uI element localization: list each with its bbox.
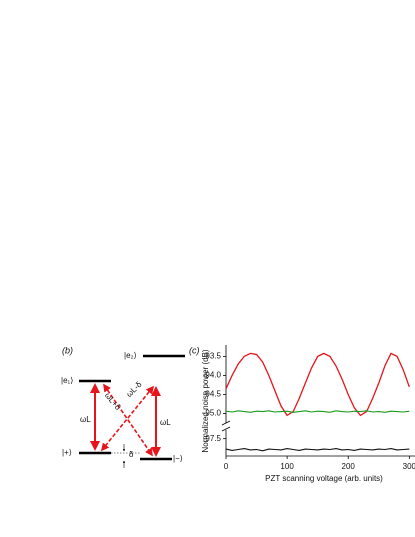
x-axis-label: PZT scanning voltage (arb. units) [265, 474, 383, 483]
data-line [225, 410, 410, 413]
axis-break [221, 420, 231, 426]
level-label: |−⟩ [173, 454, 183, 463]
transition-label: ωL-δ [125, 380, 144, 399]
data-line [225, 352, 410, 417]
level-label: |e₁⟩ [61, 376, 73, 385]
transition-label: ωL+δ [103, 391, 123, 412]
level-label: |e₂⟩ [124, 351, 137, 360]
y-tick-label: -93.5 [203, 352, 222, 361]
data-line [225, 448, 410, 452]
y-tick-label: -94.0 [203, 371, 222, 380]
axis-break [221, 426, 231, 432]
level-label: |+⟩ [62, 448, 72, 457]
x-tick-label: 0 [224, 462, 229, 471]
y-tick-label: -95.0 [203, 409, 222, 418]
arrow [100, 385, 155, 452]
transition-label: ωL [160, 418, 171, 427]
splitting-label: δ [129, 450, 134, 459]
y-tick-label: -94.5 [203, 390, 222, 399]
noise-chart: (c) Normalized noise power (dB) PZT scan… [189, 345, 415, 483]
panel-label: (c) [189, 345, 200, 355]
x-tick-label: 200 [342, 462, 356, 471]
level-diagram: (b) |e₂⟩ |e₁⟩ |+⟩ |−⟩ ωL+δ ωL-δ ωL ωL δ [61, 345, 185, 468]
transition-label: ωL [80, 415, 91, 424]
y-axis-label: Normalized noise power (dB) [201, 349, 210, 452]
x-tick-label: 300 [403, 462, 415, 471]
y-tick-label: -97.5 [203, 434, 222, 443]
x-tick-label: 100 [280, 462, 294, 471]
panel-label: (b) [62, 345, 73, 355]
